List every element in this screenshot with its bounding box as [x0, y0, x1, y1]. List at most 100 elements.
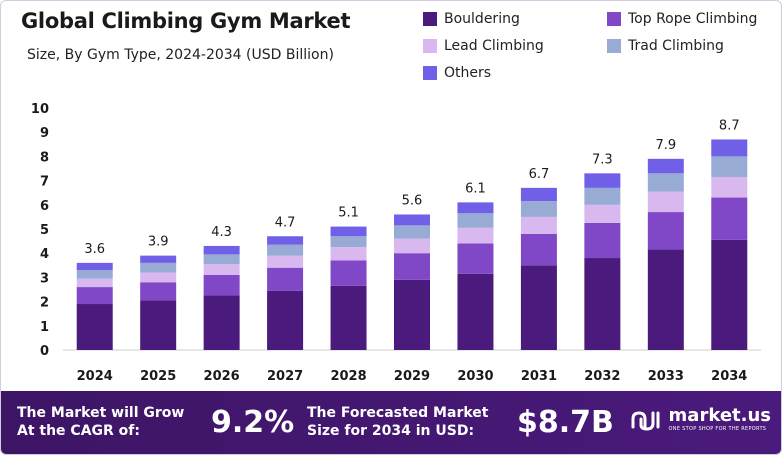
legend-item-others: Others	[423, 65, 491, 81]
bar-total-label: 4.7	[275, 215, 296, 230]
forecast-label: The Forecasted Market Size for 2034 in U…	[307, 404, 488, 440]
bar-segment	[203, 254, 240, 265]
bar-segment	[330, 260, 367, 286]
x-tick-label: 2026	[204, 369, 240, 384]
forecast-label-line1: The Forecasted Market	[307, 405, 489, 421]
bar-segment	[647, 158, 684, 174]
bar-segment	[330, 285, 367, 350]
bar-segment	[203, 274, 240, 296]
bar-segment	[267, 267, 304, 291]
bar-segment	[584, 173, 621, 188]
bar-segment	[457, 273, 494, 350]
bar-total-label: 8.7	[719, 118, 740, 133]
brand-name: market.us	[668, 405, 771, 426]
bar-segment	[203, 295, 240, 350]
bar-segment	[140, 282, 177, 301]
cagr-label: The Market will Grow At the CAGR of:	[17, 404, 184, 440]
bar-segment	[330, 247, 367, 261]
legend-item-top-rope: Top Rope Climbing	[607, 11, 757, 27]
bar-segment	[647, 212, 684, 250]
market-us-logo-icon	[631, 411, 660, 431]
bar-segment	[520, 233, 557, 266]
x-tick-label: 2032	[584, 369, 620, 384]
bar-segment	[584, 187, 621, 205]
y-tick-label: 6	[40, 199, 49, 214]
y-tick-label: 9	[40, 126, 49, 141]
y-tick-label: 5	[40, 223, 49, 238]
bar-segment	[394, 279, 430, 350]
bar-segment	[76, 270, 113, 279]
bar-segment	[140, 272, 177, 283]
chart-title: Global Climbing Gym Market	[21, 9, 351, 33]
bar-total-label: 4.3	[211, 225, 232, 240]
bar-total-label: 6.7	[529, 167, 550, 182]
y-tick-label: 7	[40, 175, 49, 190]
bar-segment	[76, 262, 113, 271]
x-tick-label: 2028	[330, 369, 366, 384]
y-tick-label: 8	[40, 150, 49, 165]
forecast-label-line2: Size for 2034 in USD:	[307, 423, 475, 439]
bar-segment	[330, 236, 367, 248]
legend-label-bouldering: Bouldering	[444, 11, 520, 27]
legend-swatch-trad	[607, 39, 621, 53]
cagr-value: 9.2%	[211, 405, 295, 440]
chart-plot: 0 1 2 3 4 5 6 7 8 9 10 3.6 2024 3.9 2025 4.3 2026 4.7 2027…	[31, 102, 761, 384]
bar-total-label: 3.9	[148, 235, 169, 250]
bar-segment	[584, 222, 621, 259]
bar-segment	[647, 191, 684, 213]
y-tick-label: 0	[40, 344, 49, 359]
bar-segment	[394, 214, 430, 226]
bar-total-label: 7.3	[592, 152, 613, 167]
y-tick-label: 3	[40, 271, 49, 286]
y-tick-label: 10	[31, 102, 49, 117]
bar-segment	[203, 245, 240, 255]
cagr-label-line1: The Market will Grow	[17, 405, 185, 421]
x-tick-label: 2034	[711, 369, 747, 384]
bar-segment	[584, 204, 621, 223]
x-tick-label: 2031	[521, 369, 557, 384]
y-tick-label: 4	[40, 247, 49, 262]
legend-swatch-lead	[423, 39, 437, 53]
bar-segment	[520, 216, 557, 234]
bar-segment	[267, 290, 304, 350]
bar-segment	[457, 213, 494, 228]
bar-segment	[520, 201, 557, 217]
y-tick-label: 1	[40, 320, 49, 335]
bar-segment	[711, 139, 748, 157]
legend-label-top-rope: Top Rope Climbing	[628, 11, 758, 27]
bar-segment	[647, 249, 684, 350]
bar-segment	[394, 225, 430, 239]
bar-segment	[711, 156, 748, 177]
bar-total-label: 6.1	[465, 181, 486, 196]
chart-subtitle: Size, By Gym Type, 2024-2034 (USD Billio…	[27, 47, 334, 63]
bar-segment	[267, 255, 304, 268]
legend-item-trad: Trad Climbing	[607, 38, 724, 54]
bar-segment	[457, 227, 494, 244]
x-tick-label: 2029	[394, 369, 430, 384]
bar-total-label: 7.9	[655, 138, 676, 153]
bar-total-label: 3.6	[84, 242, 105, 257]
x-tick-label: 2027	[267, 369, 303, 384]
bar-segment	[711, 197, 748, 240]
bar-segment	[267, 244, 304, 256]
bar-segment	[267, 236, 304, 245]
x-tick-label: 2025	[140, 369, 176, 384]
x-tick-label: 2033	[648, 369, 684, 384]
bar-segment	[76, 304, 113, 350]
brand-tagline: ONE STOP SHOP FOR THE REPORTS	[668, 426, 767, 432]
legend-label-lead: Lead Climbing	[444, 38, 544, 54]
bar-segment	[647, 173, 684, 192]
bar-segment	[711, 176, 748, 198]
y-tick-label: 2	[40, 296, 49, 311]
bar-segment	[711, 239, 748, 350]
legend-item-lead: Lead Climbing	[423, 38, 544, 54]
bar-total-label: 5.6	[402, 193, 423, 208]
bar-segment	[457, 243, 494, 274]
legend-swatch-top-rope	[607, 12, 621, 26]
bar-segment	[76, 278, 113, 288]
bar-segment	[584, 258, 621, 350]
bar-segment	[203, 264, 240, 275]
bar-segment	[520, 187, 557, 202]
bar-total-label: 5.1	[338, 206, 359, 221]
